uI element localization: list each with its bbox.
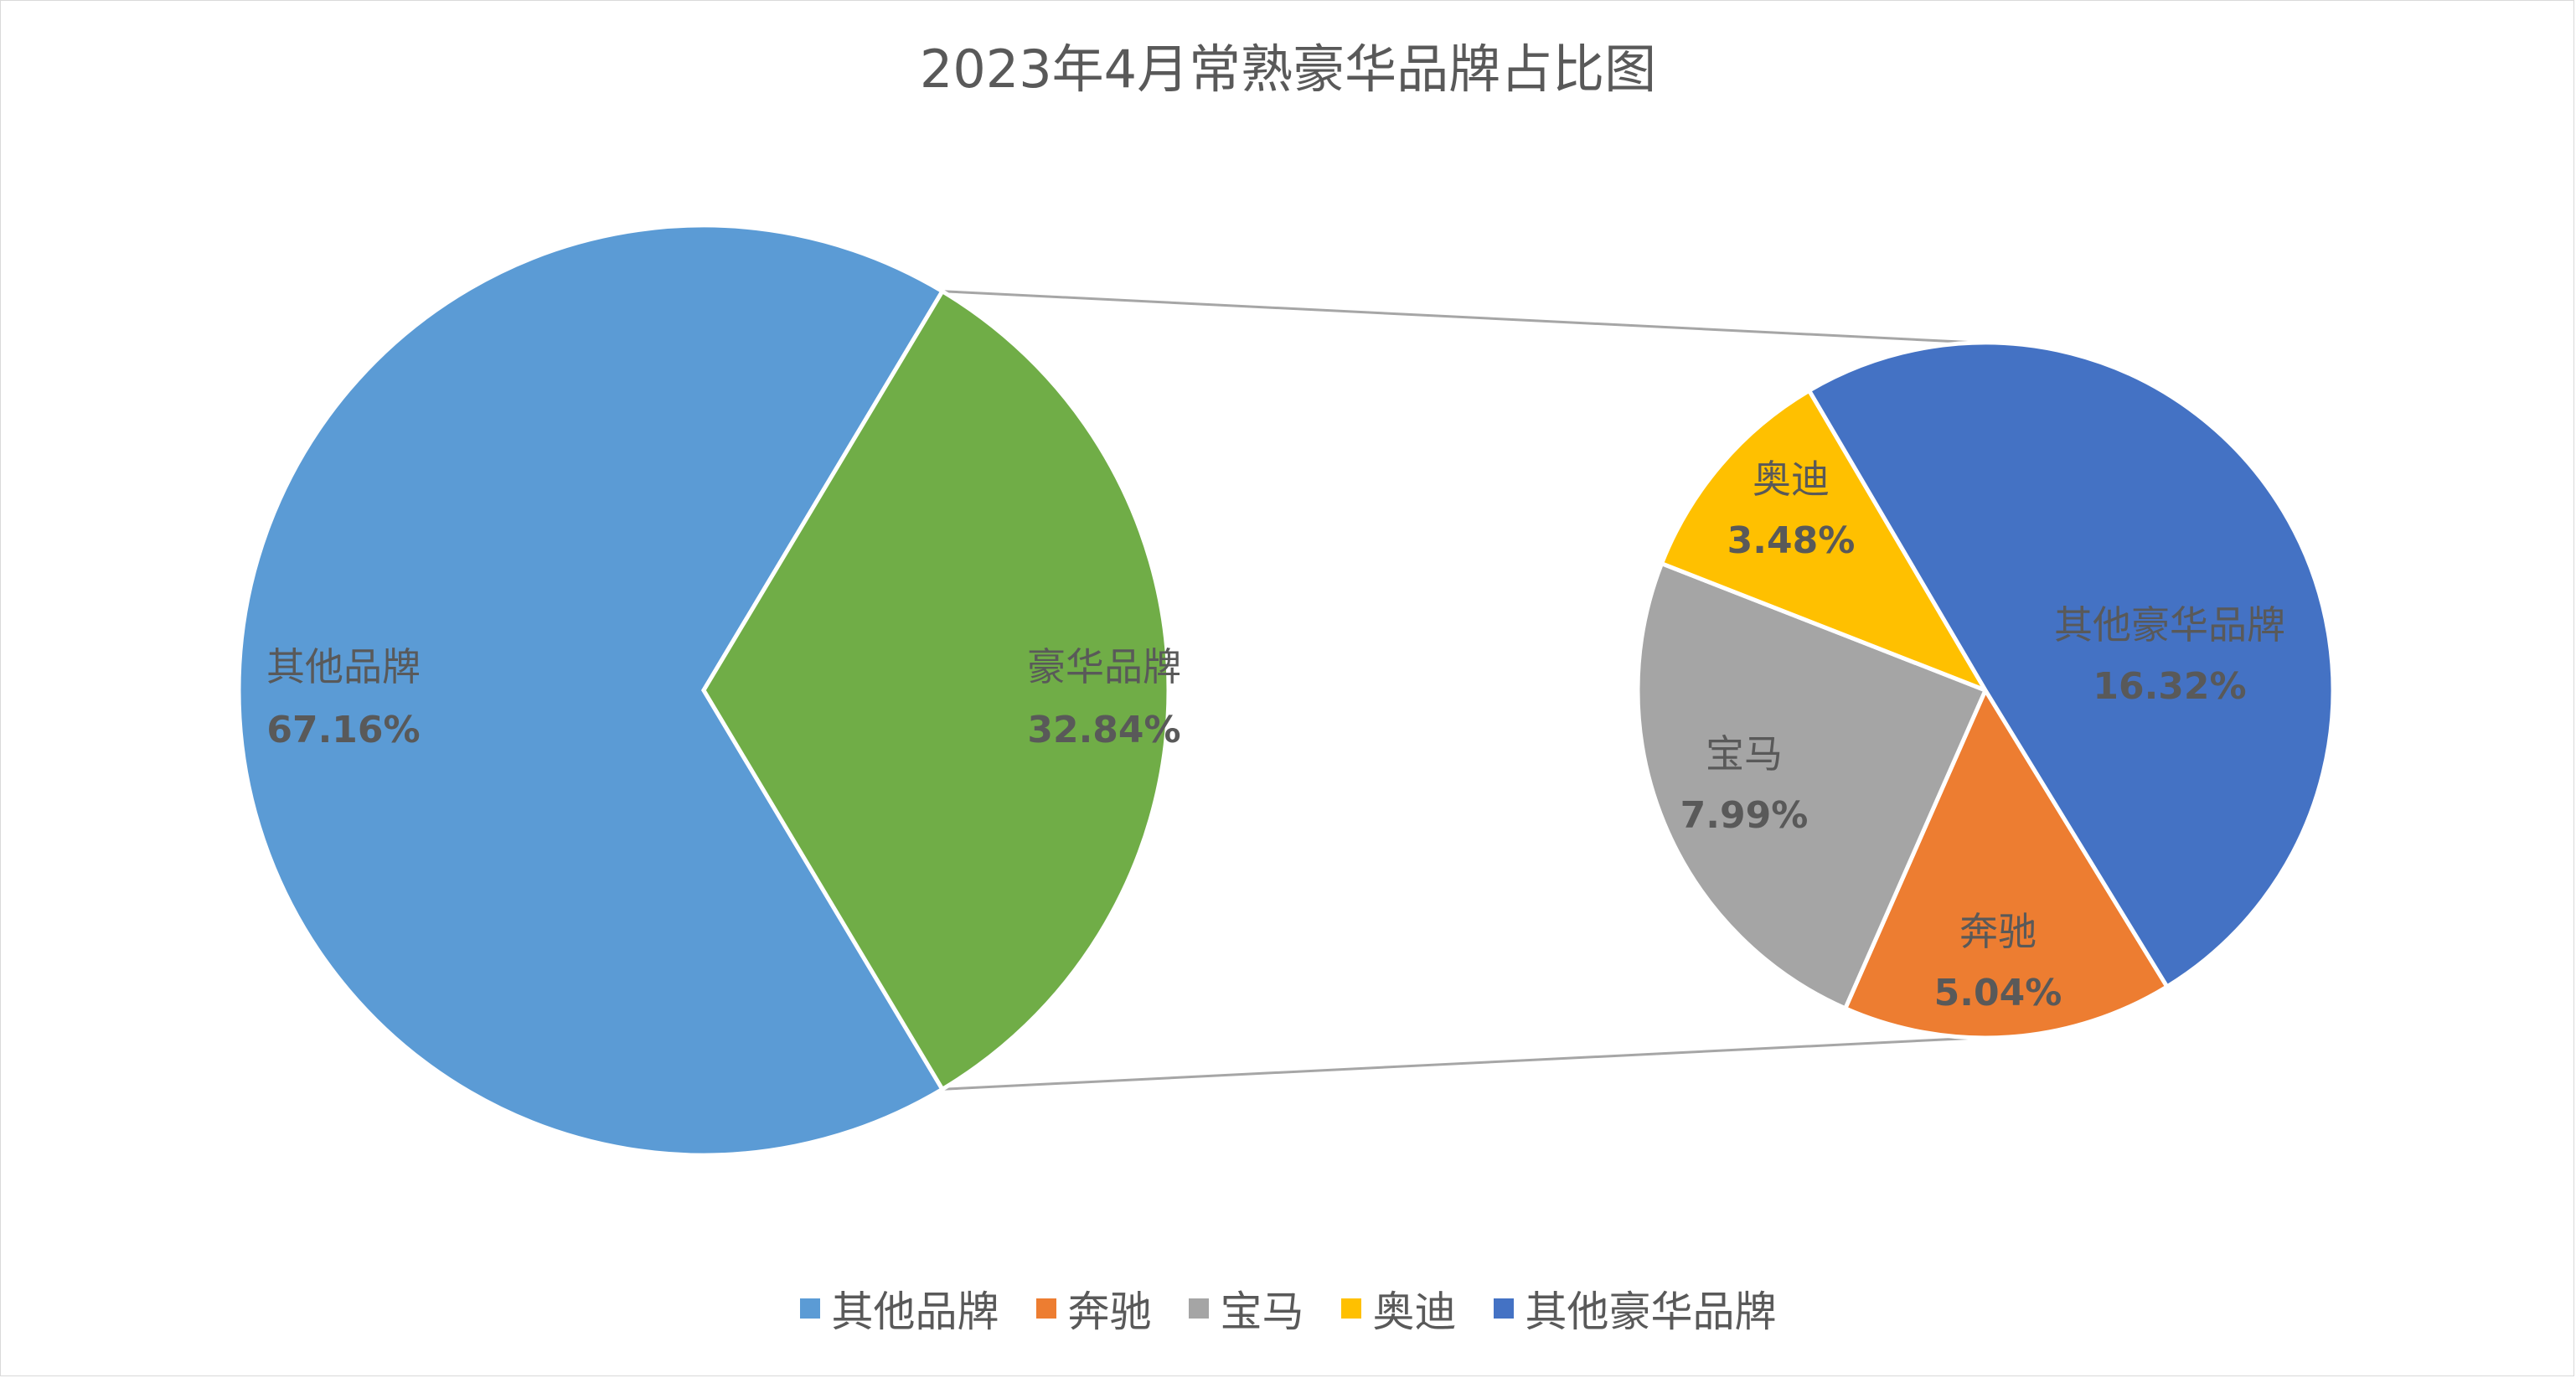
secondary-pie-slice-bmw — [1635, 560, 1989, 1012]
legend-item: 奥迪 — [1340, 1278, 1457, 1339]
main-slice-value-label: 67.16% — [266, 709, 420, 751]
legend-item: 其他品牌 — [799, 1278, 999, 1339]
connector-lines — [942, 290, 1978, 1091]
secondary-slice-name-label: 奔驰 — [1959, 909, 2037, 954]
main-pie — [236, 223, 1171, 1158]
secondary-slice-value-label: 3.48% — [1727, 519, 1856, 562]
legend-swatch — [1188, 1298, 1209, 1319]
legend-label: 奥迪 — [1372, 1288, 1457, 1336]
secondary-slice-name-label: 其他豪华品牌 — [2054, 602, 2285, 648]
legend-swatch — [1493, 1298, 1514, 1319]
legend-label: 其他品牌 — [831, 1288, 999, 1336]
main-pie-slice-other-brands — [236, 223, 946, 1158]
legend-label: 宝马 — [1220, 1288, 1304, 1336]
secondary-slice-value-label: 5.04% — [1934, 972, 2062, 1014]
legend-swatch — [1035, 1298, 1056, 1319]
legend-label: 奔驰 — [1067, 1288, 1152, 1336]
main-pie-slice-luxury-brands — [701, 288, 1171, 1092]
legend-swatch — [1340, 1298, 1361, 1319]
legend-swatch — [799, 1298, 820, 1319]
legend: 其他品牌 奔驰 宝马 奥迪 其他豪华品牌 — [0, 1275, 2576, 1342]
secondary-slice-name-label: 宝马 — [1706, 731, 1783, 777]
legend-item: 宝马 — [1188, 1278, 1304, 1339]
secondary-pie — [1635, 340, 2336, 1040]
legend-item: 其他豪华品牌 — [1493, 1278, 1777, 1339]
secondary-pie-slice-other-luxury — [1806, 340, 2336, 990]
chart-title: 2023年4月常熟豪华品牌占比图 — [919, 39, 1657, 100]
main-slice-value-label: 32.84% — [1027, 709, 1180, 751]
legend-item: 奔驰 — [1035, 1278, 1152, 1339]
main-slice-name-label: 豪华品牌 — [1027, 644, 1181, 689]
secondary-slice-value-label: 7.99% — [1680, 794, 1809, 837]
connector-line-top — [942, 290, 1978, 344]
legend-label: 其他豪华品牌 — [1525, 1288, 1777, 1336]
secondary-pie-slice-benz — [1842, 685, 2171, 1040]
secondary-pie-slice-audi — [1659, 387, 1990, 694]
data-labels: 其他品牌 67.16% 豪华品牌 32.84% 奔驰 5.04% 宝马 7.99% 奥迪 3.48… — [266, 457, 2285, 1014]
secondary-slice-value-label: 16.32% — [2093, 665, 2246, 708]
secondary-slice-name-label: 奥迪 — [1753, 457, 1830, 502]
main-slice-name-label: 其他品牌 — [266, 644, 421, 689]
connector-line-bottom — [942, 1036, 1978, 1091]
